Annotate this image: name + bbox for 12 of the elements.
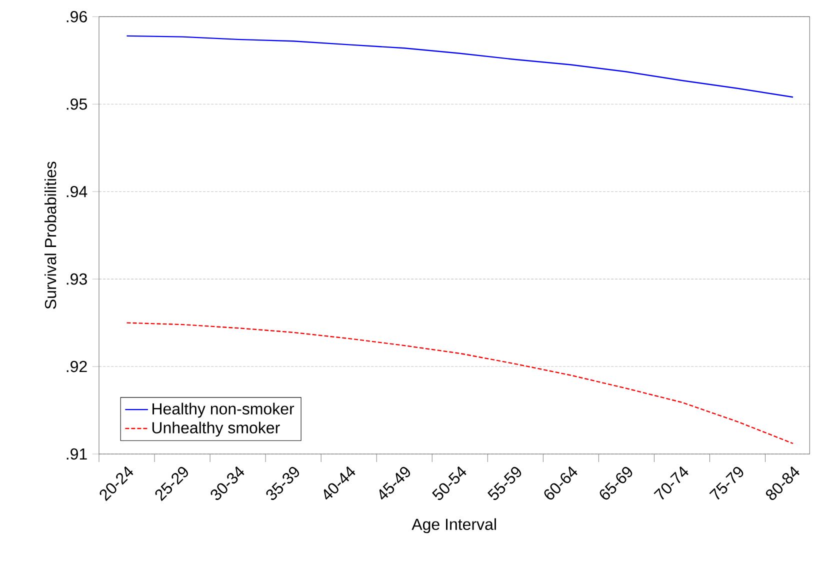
y-tick-label: .93 (66, 273, 87, 285)
line-series (126, 322, 794, 444)
x-axis-title: Age Interval (412, 518, 496, 534)
y-tick-label: .91 (66, 448, 87, 460)
y-axis-title: Survival Probabilities (44, 162, 56, 309)
y-tick-label: .95 (66, 98, 87, 110)
y-tick-label: .92 (66, 360, 87, 372)
line-series (126, 35, 794, 98)
legend-label: Unhealthy smoker (152, 422, 280, 437)
legend-label: Healthy non-smoker (152, 402, 294, 418)
y-tick-label: .96 (66, 11, 87, 22)
y-tick-label: .94 (66, 186, 88, 198)
